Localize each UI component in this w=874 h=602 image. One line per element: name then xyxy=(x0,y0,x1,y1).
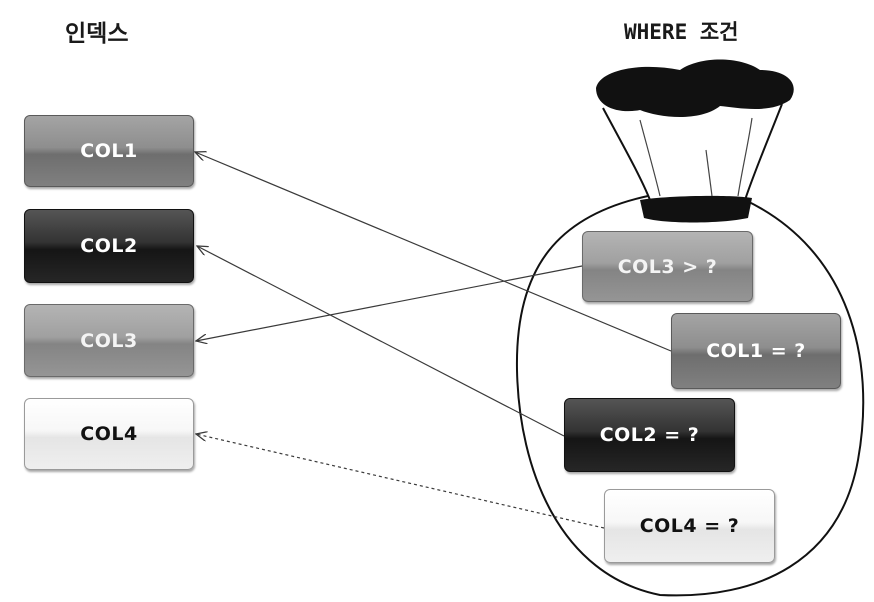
arrow-col4-to-index xyxy=(196,434,605,529)
bag-neck-line xyxy=(639,119,661,197)
bag-icon xyxy=(515,59,865,597)
bag-top xyxy=(596,59,794,117)
index-column-col3: COL3 xyxy=(24,304,194,377)
where-heading: WHERE 조건 xyxy=(624,20,739,44)
bag-neck-line xyxy=(737,117,753,197)
bag-tie xyxy=(640,195,752,223)
index-column-col2: COL2 xyxy=(24,209,194,283)
index-column-col4: COL4 xyxy=(24,398,194,470)
where-condition-col4: COL4 = ? xyxy=(604,489,775,563)
index-column-col1: COL1 xyxy=(24,115,194,187)
bag-neck-line xyxy=(705,149,713,197)
bag-neck xyxy=(602,103,783,201)
where-condition-col3: COL3 > ? xyxy=(582,231,753,302)
arrow-col3-to-index xyxy=(196,265,583,341)
arrow-col1-to-index xyxy=(195,152,672,352)
where-condition-col1: COL1 = ? xyxy=(671,313,841,389)
bag-body xyxy=(515,195,865,597)
where-condition-col2: COL2 = ? xyxy=(564,398,735,472)
index-heading: 인덱스 xyxy=(65,21,129,47)
arrow-col2-to-index xyxy=(197,246,565,437)
